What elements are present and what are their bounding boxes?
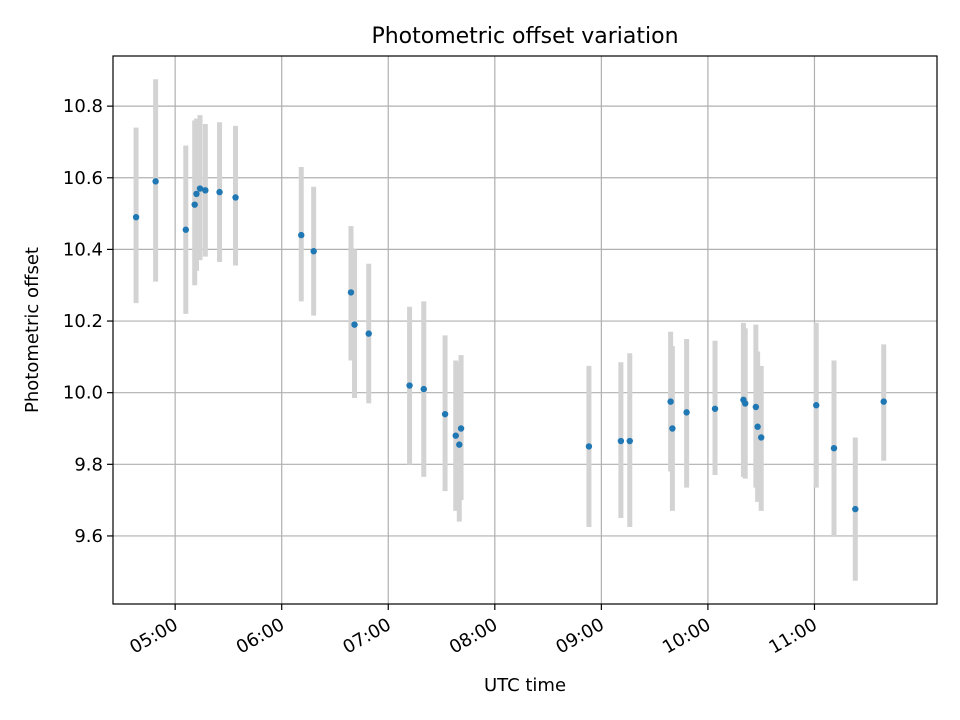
data-point	[406, 382, 413, 389]
data-point	[298, 231, 305, 239]
data-point	[191, 201, 198, 208]
data-point	[752, 403, 760, 411]
data-point	[193, 190, 200, 198]
data-point	[667, 398, 674, 405]
data-point	[132, 213, 140, 221]
data-point	[182, 226, 190, 233]
plot-frame	[112, 55, 938, 605]
y-tick-label: 10.8	[63, 96, 103, 117]
chart-title: Photometric offset variation	[371, 24, 678, 49]
data-point	[852, 505, 859, 513]
y-axis-label: Photometric offset	[22, 247, 43, 413]
y-tick-label: 10.6	[63, 168, 103, 189]
data-point	[742, 400, 749, 407]
data-point	[441, 410, 449, 418]
data-point	[830, 444, 838, 452]
data-point	[365, 330, 372, 337]
data-point	[202, 187, 209, 194]
y-axis-ticks: 9.6 9.8 10.0 10.2 10.4 10.6 10.8	[63, 96, 113, 547]
y-tick-label: 10.4	[63, 239, 103, 260]
x-axis-label: UTC time	[484, 675, 566, 696]
data-point	[457, 425, 465, 432]
data-point	[813, 402, 820, 409]
data-point	[711, 405, 719, 412]
data-point	[216, 188, 223, 196]
data-point	[617, 437, 625, 445]
data-point	[420, 385, 427, 393]
data-point	[351, 321, 358, 328]
data-point	[310, 248, 317, 255]
y-tick-label: 9.8	[74, 454, 103, 475]
data-point	[880, 398, 887, 405]
data-point	[754, 423, 761, 430]
data-point	[626, 437, 633, 445]
data-point	[456, 441, 463, 448]
data-point	[152, 178, 159, 185]
y-tick-label: 9.6	[74, 526, 103, 547]
data-point	[669, 425, 676, 432]
plot-area	[112, 55, 938, 605]
data-point	[683, 409, 690, 416]
data-point	[452, 432, 459, 439]
grid	[113, 56, 937, 604]
data-point	[232, 194, 239, 201]
data-point	[757, 434, 765, 441]
data-point	[196, 185, 204, 192]
data-points	[132, 178, 887, 513]
y-tick-label: 10.2	[63, 311, 103, 332]
data-point	[347, 289, 355, 296]
y-tick-label: 10.0	[63, 383, 103, 404]
data-point	[585, 443, 593, 450]
